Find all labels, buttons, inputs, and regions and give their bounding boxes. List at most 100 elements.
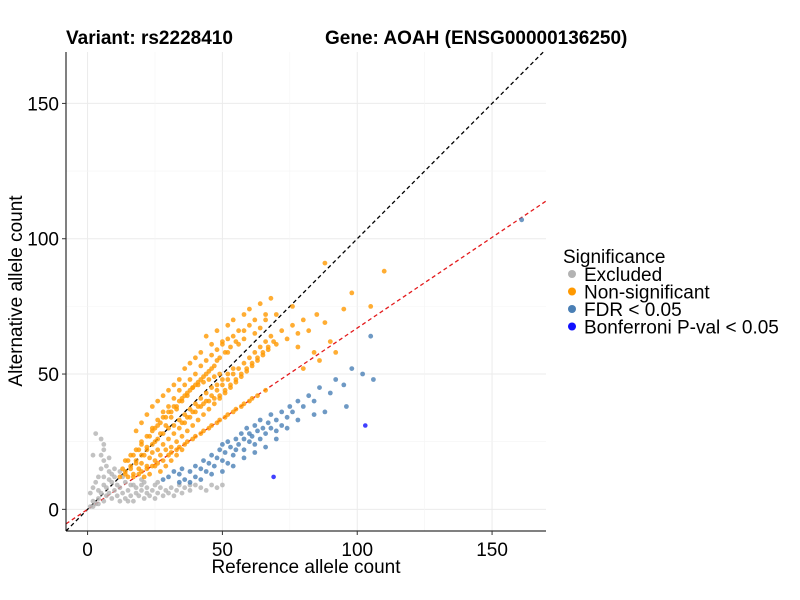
point-excluded — [155, 490, 161, 496]
point-excluded — [174, 488, 180, 493]
x-tick-label: 100 — [341, 540, 373, 561]
point-fdr-0-05 — [238, 431, 244, 436]
point-non-significant — [171, 431, 177, 436]
point-non-significant — [193, 355, 198, 361]
point-excluded — [112, 466, 117, 472]
point-non-significant — [249, 396, 255, 401]
point-non-significant — [160, 458, 166, 463]
point-non-significant — [168, 409, 174, 415]
point-fdr-0-05 — [209, 452, 215, 458]
point-fdr-0-05 — [220, 458, 225, 463]
point-non-significant — [255, 355, 260, 361]
point-fdr-0-05 — [166, 474, 171, 480]
x-tick-label: 50 — [212, 540, 233, 561]
point-non-significant — [252, 331, 258, 336]
point-fdr-0-05 — [193, 474, 198, 480]
point-non-significant — [217, 371, 223, 377]
point-fdr-0-05 — [306, 393, 312, 399]
point-excluded — [98, 452, 104, 458]
point-fdr-0-05 — [214, 455, 220, 461]
point-fdr-0-05 — [160, 477, 166, 482]
point-excluded — [90, 452, 96, 458]
point-excluded — [98, 466, 104, 472]
point-non-significant — [195, 382, 201, 388]
point-excluded — [101, 458, 107, 463]
y-tick-label: 50 — [38, 365, 59, 386]
point-non-significant — [133, 447, 139, 453]
point-non-significant — [214, 328, 220, 334]
point-non-significant — [176, 387, 182, 393]
point-fdr-0-05 — [284, 414, 290, 420]
point-fdr-0-05 — [279, 423, 285, 428]
point-non-significant — [260, 350, 266, 355]
grid-lines — [66, 52, 546, 531]
point-non-significant — [198, 363, 204, 369]
point-excluded — [166, 490, 171, 496]
point-fdr-0-05 — [311, 412, 317, 417]
point-fdr-0-05 — [217, 447, 223, 453]
point-excluded — [155, 479, 161, 485]
point-non-significant — [160, 431, 166, 436]
point-non-significant — [314, 312, 320, 317]
point-excluded — [101, 474, 107, 480]
point-non-significant — [311, 350, 317, 355]
point-non-significant — [203, 371, 209, 377]
point-fdr-0-05 — [228, 444, 233, 450]
point-non-significant — [257, 344, 263, 350]
point-fdr-0-05 — [265, 420, 271, 426]
point-fdr-0-05 — [252, 450, 258, 455]
point-excluded — [125, 488, 131, 493]
point-non-significant — [149, 442, 155, 447]
point-excluded — [147, 493, 153, 499]
point-non-significant — [117, 474, 123, 480]
point-fdr-0-05 — [171, 469, 177, 474]
point-non-significant — [217, 417, 223, 423]
point-excluded — [87, 490, 93, 496]
point-non-significant — [241, 336, 247, 342]
point-non-significant — [247, 322, 252, 328]
point-fdr-0-05 — [295, 417, 301, 423]
point-fdr-0-05 — [230, 463, 236, 469]
point-fdr-0-05 — [225, 460, 231, 466]
point-non-significant — [214, 347, 220, 353]
point-fdr-0-05 — [225, 439, 231, 445]
point-excluded — [98, 436, 104, 442]
point-non-significant — [179, 420, 185, 426]
point-non-significant — [136, 471, 142, 477]
point-fdr-0-05 — [341, 382, 347, 388]
point-non-significant — [155, 460, 161, 466]
point-non-significant — [193, 371, 198, 377]
point-excluded — [101, 498, 107, 504]
point-non-significant — [209, 385, 215, 390]
point-excluded — [96, 496, 101, 501]
point-non-significant — [187, 377, 193, 382]
point-fdr-0-05 — [368, 333, 374, 339]
point-fdr-0-05 — [187, 479, 193, 485]
point-excluded — [96, 501, 101, 507]
point-fdr-0-05 — [327, 390, 333, 396]
point-excluded — [122, 479, 128, 485]
point-excluded — [209, 482, 215, 488]
point-non-significant — [290, 322, 295, 328]
point-fdr-0-05 — [187, 469, 193, 474]
tick-labels: 0 50 100 150 0 50 100 150 — [27, 94, 508, 561]
point-non-significant — [263, 317, 268, 323]
point-non-significant — [206, 377, 212, 382]
x-tick-label: 0 — [82, 540, 93, 561]
point-non-significant — [133, 428, 139, 434]
point-non-significant — [190, 385, 196, 390]
point-fdr-0-05 — [201, 458, 206, 463]
point-non-significant — [206, 406, 212, 412]
point-excluded — [139, 488, 144, 493]
point-non-significant — [209, 423, 215, 428]
point-excluded — [131, 482, 136, 488]
point-non-significant — [139, 460, 144, 466]
point-non-significant — [284, 336, 290, 342]
point-non-significant — [265, 344, 271, 350]
point-non-significant — [333, 350, 339, 355]
point-non-significant — [220, 382, 225, 388]
point-fdr-0-05 — [233, 447, 239, 453]
point-non-significant — [171, 382, 177, 388]
point-non-significant — [214, 382, 220, 388]
